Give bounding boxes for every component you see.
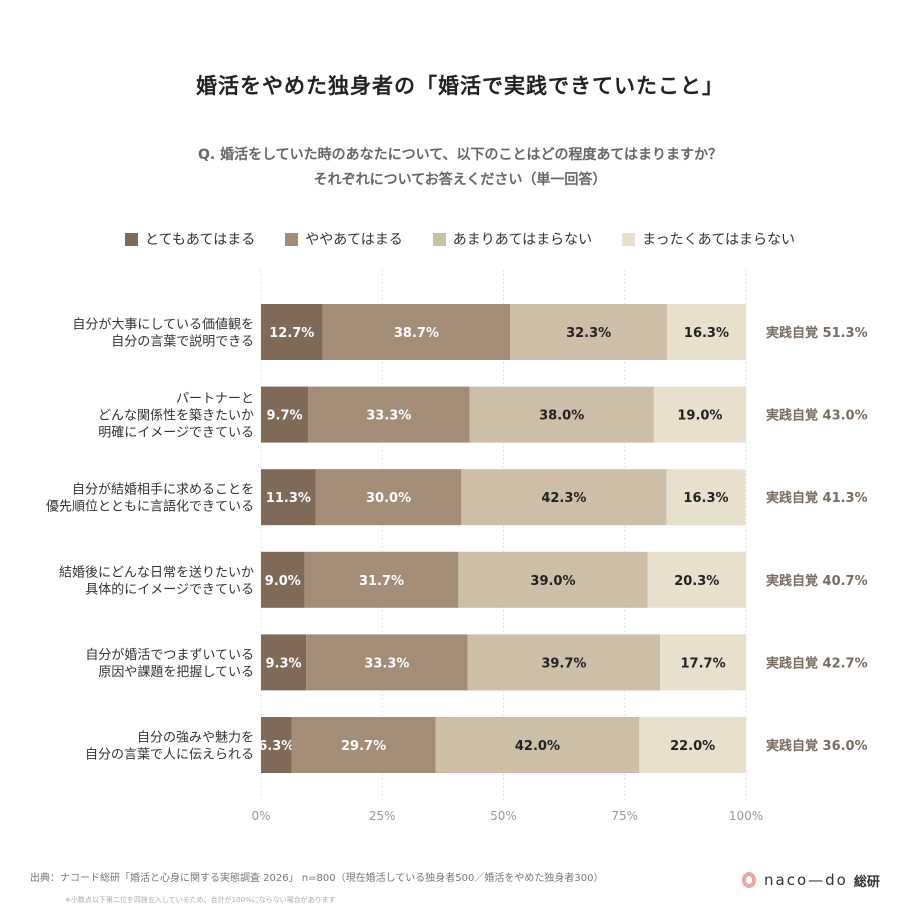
- data-label: 9.0%: [265, 574, 301, 589]
- data-label: 19.0%: [677, 409, 722, 424]
- bar-segment: [291, 717, 436, 773]
- bar-segment: [261, 551, 305, 608]
- bar-segment: [261, 634, 307, 691]
- x-tick-label: 100%: [729, 809, 763, 823]
- data-label: 12.7%: [269, 326, 314, 341]
- data-label: 38.7%: [394, 326, 439, 341]
- bar-segment: [261, 717, 292, 773]
- bar-segment: [261, 304, 323, 360]
- x-tick-label: 25%: [369, 809, 396, 823]
- bar-segment: [461, 469, 667, 526]
- footnote: ※小数点以下第二位を四捨五入しているため、合計が100%にならない場合があります: [65, 896, 336, 904]
- bar-segment: [467, 634, 661, 691]
- data-label: 42.0%: [515, 739, 560, 754]
- bar-segment: [435, 717, 640, 773]
- data-label: 20.3%: [674, 574, 719, 589]
- bar-segment: [322, 304, 511, 360]
- total-label: 実践自覚 42.7%: [766, 655, 868, 671]
- category-label: どんな関係性を築きたいか: [98, 409, 254, 424]
- brand-logo: naco—do 総研: [742, 869, 880, 891]
- data-label: 9.7%: [266, 409, 302, 424]
- x-tick-label: 50%: [490, 809, 517, 823]
- data-label: 39.0%: [530, 574, 575, 589]
- total-label: 実践自覚 41.3%: [766, 490, 868, 506]
- data-label: 9.3%: [266, 656, 302, 671]
- category-label: 自分の強みや魅力を: [137, 731, 254, 746]
- legend-item: あまりあてはまらない: [432, 229, 593, 249]
- category-label: 原因や課題を把握している: [98, 664, 254, 680]
- logo-text: naco—do: [764, 871, 848, 889]
- bar-segment: [647, 551, 746, 608]
- chart-title: 婚活をやめた独身者の「婚活で実践できていたこと」: [196, 74, 724, 98]
- bar-segment: [653, 386, 746, 443]
- source-text: 出典：ナコード総研「婚活と心身に関する実態調査 2026」 n=800（現在婚活…: [30, 873, 604, 884]
- bar-segment: [666, 469, 746, 526]
- data-label: 31.7%: [359, 574, 404, 589]
- category-label: 自分が結婚相手に求めることを: [72, 483, 254, 498]
- category-label: 結婚後にどんな日常を送りたいか: [59, 565, 254, 580]
- data-label: 22.0%: [670, 739, 715, 754]
- bar-segment: [458, 551, 648, 608]
- data-label: 42.3%: [541, 491, 586, 506]
- category-label: 自分の言葉で人に伝えられる: [85, 748, 254, 763]
- legend-label: ややあてはまる: [305, 232, 403, 248]
- category-label: 優先順位とともに言語化できている: [46, 499, 254, 515]
- legend: とてもあてはまる ややあてはまる あまりあてはまらない まったくあてはまらない: [0, 229, 920, 249]
- data-label: 33.3%: [366, 409, 411, 424]
- data-label: 17.7%: [681, 656, 726, 671]
- legend-swatch: [622, 232, 636, 246]
- category-label: 自分が婚活でつまずいている: [85, 648, 254, 663]
- bar-segment: [261, 469, 316, 526]
- bar-segment: [639, 717, 746, 773]
- category-label: パートナーと: [176, 392, 254, 407]
- data-label: 16.3%: [683, 491, 728, 506]
- bar-segment: [469, 386, 654, 443]
- legend-item: まったくあてはまらない: [622, 229, 795, 249]
- data-label: 16.3%: [684, 326, 729, 341]
- bar-segment: [306, 634, 468, 691]
- legend-swatch: [124, 232, 138, 246]
- question-line-2: それぞれについてお答えください（単一回答）: [313, 172, 607, 188]
- question-text: Q. 婚活をしていた時のあなたについて、以下のことはどの程度あてはまりますか？ …: [0, 143, 920, 193]
- data-label: 11.3%: [266, 491, 311, 506]
- legend-label: あまりあてはまらない: [452, 232, 593, 248]
- legend-swatch: [285, 232, 299, 246]
- data-label: 30.0%: [366, 491, 411, 506]
- data-label: 32.3%: [566, 326, 611, 341]
- bar-segment: [308, 386, 470, 443]
- bar-segment: [315, 469, 462, 526]
- question-line-1: Q. 婚活をしていた時のあなたについて、以下のことはどの程度あてはまりますか？: [198, 147, 722, 163]
- legend-label: まったくあてはまらない: [642, 232, 796, 248]
- category-label: 具体的にイメージできている: [85, 581, 254, 597]
- data-label: 38.0%: [539, 409, 584, 424]
- total-label: 実践自覚 51.3%: [766, 325, 868, 341]
- total-label: 実践自覚 43.0%: [766, 408, 868, 424]
- legend-swatch: [432, 232, 446, 246]
- stacked-bar-chart: 0% 25% 50% 75% 100% 自分が大事にしている価値観を自分の言葉で説明できる…: [46, 270, 868, 823]
- bar-segment: [666, 304, 746, 360]
- x-tick-label: 75%: [611, 809, 638, 823]
- category-label: 自分が大事にしている価値観を: [72, 317, 254, 333]
- naco-do-logo-icon: [742, 872, 756, 888]
- data-label: 39.7%: [541, 656, 586, 671]
- data-label: 33.3%: [364, 656, 409, 671]
- total-label: 実践自覚 36.0%: [766, 738, 868, 754]
- total-label: 実践自覚 40.7%: [766, 573, 868, 589]
- legend-item: ややあてはまる: [285, 229, 403, 249]
- legend-item: とてもあてはまる: [124, 229, 256, 249]
- legend-label: とてもあてはまる: [144, 232, 256, 248]
- category-label: 自分の言葉で説明できる: [111, 334, 254, 350]
- logo-suffix: 総研: [853, 874, 880, 890]
- bar-segment: [304, 551, 459, 608]
- data-label: 6.3%: [258, 739, 294, 754]
- data-label: 29.7%: [341, 739, 386, 754]
- x-tick-label: 0%: [251, 809, 270, 823]
- bar-segment: [510, 304, 667, 360]
- category-label: 明確にイメージできている: [98, 425, 254, 441]
- bar-segment: [261, 386, 309, 443]
- bar-segment: [660, 634, 746, 691]
